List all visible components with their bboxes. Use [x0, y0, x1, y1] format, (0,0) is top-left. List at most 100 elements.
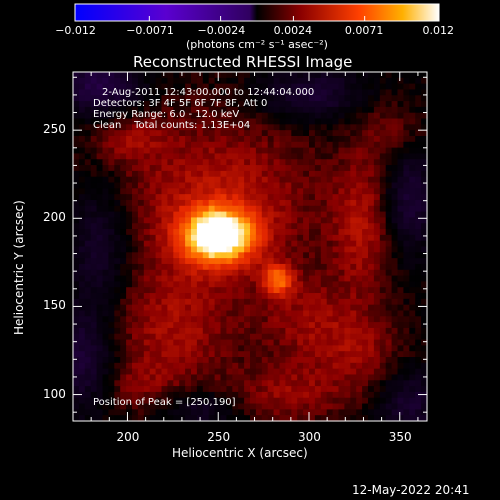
heatmap-cell	[108, 374, 115, 381]
heatmap-cell	[132, 170, 139, 178]
heatmap-cell	[108, 170, 115, 178]
heatmap-cell	[397, 351, 404, 358]
heatmap-cell	[179, 106, 186, 114]
heatmap-cell	[78, 263, 86, 271]
heatmap-cell	[421, 310, 428, 317]
heatmap-cell	[191, 194, 198, 201]
heatmap-cell	[391, 415, 399, 422]
heatmap-cell	[356, 310, 363, 317]
heatmap-cell	[179, 229, 186, 236]
heatmap-cell	[391, 95, 399, 102]
heatmap-cell	[155, 409, 163, 416]
heatmap-cell	[385, 124, 393, 131]
heatmap-cell	[385, 101, 393, 108]
heatmap-cell	[255, 77, 263, 85]
heatmap-cell	[350, 258, 357, 265]
heatmap-cell	[84, 194, 92, 201]
heatmap-cell	[338, 89, 345, 96]
heatmap-cell	[244, 199, 251, 207]
heatmap-cell	[379, 333, 387, 341]
heatmap-cell	[409, 101, 416, 108]
heatmap-cell	[78, 72, 86, 79]
heatmap-cell	[244, 211, 251, 219]
heatmap-cell	[238, 252, 245, 259]
heatmap-cell	[173, 397, 180, 405]
heatmap-cell	[185, 403, 192, 410]
heatmap-cell	[137, 327, 145, 335]
heatmap-cell	[267, 112, 275, 120]
heatmap-cell	[173, 380, 180, 387]
heatmap-cell	[149, 380, 157, 387]
heatmap-cell	[137, 229, 145, 236]
heatmap-cell	[297, 159, 304, 166]
heatmap-cell	[232, 316, 239, 323]
heatmap-cell	[232, 357, 239, 364]
heatmap-cell	[267, 118, 275, 125]
heatmap-cell	[255, 182, 263, 189]
heatmap-cell	[267, 83, 275, 91]
heatmap-cell	[368, 118, 375, 125]
heatmap-cell	[214, 275, 222, 282]
heatmap-cell	[255, 415, 263, 422]
heatmap-cell	[191, 211, 198, 219]
heatmap-cell	[126, 194, 133, 201]
heatmap-cell	[320, 351, 328, 358]
heatmap-cell	[421, 316, 428, 323]
heatmap-cell	[143, 205, 151, 213]
heatmap-cell	[391, 304, 399, 312]
heatmap-cell	[226, 258, 233, 265]
heatmap-cell	[102, 118, 109, 125]
heatmap-cell	[167, 112, 174, 120]
heatmap-cell	[102, 403, 109, 410]
heatmap-cell	[320, 374, 328, 381]
heatmap-cell	[179, 339, 186, 346]
heatmap-cell	[132, 298, 139, 306]
chart-title: Reconstructed RHESSI Image	[133, 53, 353, 71]
heatmap-cell	[208, 327, 216, 335]
heatmap-cell	[208, 165, 216, 172]
heatmap-cell	[320, 141, 328, 149]
heatmap-cell	[373, 170, 381, 178]
heatmap-cell	[338, 275, 345, 282]
heatmap-cell	[391, 368, 399, 376]
heatmap-cell	[114, 159, 121, 166]
heatmap-cell	[421, 118, 428, 125]
heatmap-cell	[409, 182, 416, 189]
heatmap-cell	[173, 124, 180, 131]
heatmap-cell	[385, 240, 393, 248]
heatmap-cell	[267, 246, 275, 253]
heatmap-cell	[250, 368, 257, 376]
heatmap-cell	[415, 403, 422, 410]
heatmap-cell	[303, 298, 310, 306]
heatmap-cell	[379, 386, 387, 393]
heatmap-cell	[297, 380, 304, 387]
heatmap-cell	[108, 135, 115, 143]
heatmap-cell	[385, 165, 393, 172]
heatmap-cell	[132, 409, 139, 416]
heatmap-cell	[415, 118, 422, 125]
heatmap-cell	[202, 77, 210, 85]
heatmap-cell	[409, 316, 416, 323]
heatmap-cell	[90, 275, 98, 282]
heatmap-cell	[232, 391, 239, 399]
heatmap-cell	[250, 380, 257, 387]
heatmap-cell	[373, 223, 381, 230]
heatmap-cell	[338, 327, 345, 335]
heatmap-cell	[161, 246, 168, 253]
heatmap-cell	[132, 333, 139, 341]
heatmap-cell	[385, 89, 393, 96]
heatmap-cell	[397, 77, 404, 85]
heatmap-cell	[78, 176, 86, 184]
heatmap-cell	[120, 263, 127, 271]
heatmap-cell	[362, 101, 369, 108]
heatmap-cell	[373, 217, 381, 224]
heatmap-cell	[261, 362, 269, 370]
heatmap-cell	[309, 386, 316, 393]
heatmap-cell	[149, 130, 157, 137]
heatmap-cell	[137, 362, 145, 370]
heatmap-cell	[379, 234, 387, 242]
heatmap-cell	[238, 327, 245, 335]
heatmap-cell	[90, 351, 98, 358]
heatmap-cell	[161, 211, 168, 219]
heatmap-cell	[273, 275, 281, 282]
